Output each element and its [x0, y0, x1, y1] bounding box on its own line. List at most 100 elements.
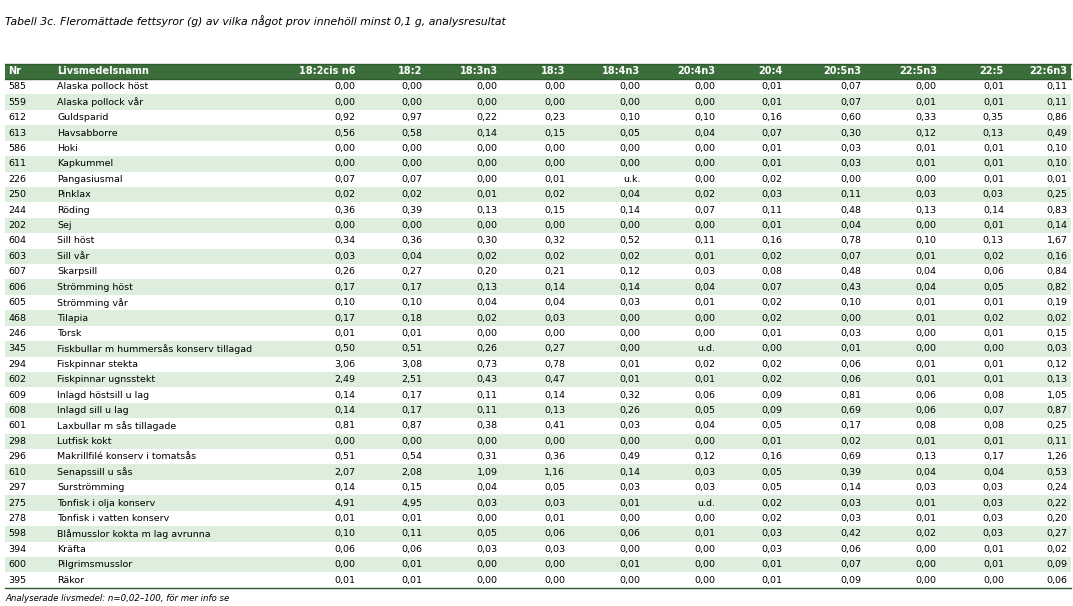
Bar [54, 449, 280, 464]
Bar [785, 387, 865, 403]
Bar [280, 387, 358, 403]
Text: 0,06: 0,06 [915, 391, 937, 399]
Text: 0,17: 0,17 [401, 391, 423, 399]
Bar [5, 95, 1071, 110]
Bar [644, 526, 719, 542]
Bar [426, 449, 501, 464]
Bar [5, 125, 1071, 141]
Bar [54, 279, 280, 295]
Bar [865, 95, 940, 110]
Text: 0,03: 0,03 [762, 530, 782, 538]
Text: 0,02: 0,02 [401, 190, 423, 199]
Bar [1008, 356, 1071, 372]
Text: 0,04: 0,04 [544, 298, 565, 307]
Text: 0,69: 0,69 [840, 406, 862, 415]
Bar [1008, 279, 1071, 295]
Text: 0,01: 0,01 [915, 499, 937, 507]
Text: 0,02: 0,02 [915, 530, 937, 538]
Text: 0,01: 0,01 [476, 190, 498, 199]
Bar [719, 264, 785, 279]
Bar [358, 233, 426, 248]
Text: 0,11: 0,11 [694, 236, 716, 245]
Text: 0,03: 0,03 [983, 514, 1004, 523]
Text: Senapssill u sås: Senapssill u sås [57, 467, 133, 477]
Text: 0,30: 0,30 [476, 236, 498, 245]
Bar [1008, 526, 1071, 542]
Bar [5, 372, 54, 387]
Text: 0,25: 0,25 [1046, 190, 1068, 199]
Text: 0,03: 0,03 [544, 499, 565, 507]
Text: 0,14: 0,14 [544, 391, 565, 399]
Bar [5, 279, 1071, 295]
Bar [865, 387, 940, 403]
Bar [569, 449, 644, 464]
Bar [501, 110, 569, 125]
Text: 0,00: 0,00 [401, 82, 423, 92]
Bar [865, 573, 940, 588]
Text: 0,47: 0,47 [544, 375, 565, 384]
Bar [5, 480, 54, 495]
Text: 0,01: 0,01 [762, 159, 782, 168]
Text: 0,38: 0,38 [476, 421, 498, 430]
Bar [54, 526, 280, 542]
Bar [5, 464, 54, 480]
Text: 0,10: 0,10 [1046, 144, 1068, 153]
Bar [358, 573, 426, 588]
Bar [5, 542, 1071, 557]
Text: 0,20: 0,20 [1046, 514, 1068, 523]
Text: 0,81: 0,81 [335, 421, 355, 430]
Bar [785, 79, 865, 95]
Bar [865, 79, 940, 95]
Bar [644, 325, 719, 341]
Text: 0,00: 0,00 [983, 344, 1004, 353]
Text: 0,02: 0,02 [694, 360, 716, 369]
Bar [501, 187, 569, 202]
Text: 0,16: 0,16 [762, 452, 782, 461]
Text: 0,00: 0,00 [544, 560, 565, 569]
Bar [940, 403, 1008, 418]
Text: Tabell 3c. Fleromättade fettsyror (g) av vilka något prov innehöll minst 0,1 g, : Tabell 3c. Fleromättade fettsyror (g) av… [5, 15, 506, 27]
Bar [5, 418, 54, 434]
Text: 0,01: 0,01 [840, 344, 862, 353]
Bar [280, 295, 358, 310]
Bar [5, 141, 54, 156]
Bar [426, 557, 501, 573]
Text: 0,00: 0,00 [476, 576, 498, 585]
Bar [5, 248, 54, 264]
Text: 468: 468 [9, 313, 27, 322]
Bar [719, 218, 785, 233]
Text: 0,00: 0,00 [840, 313, 862, 322]
Bar [426, 480, 501, 495]
Text: 0,00: 0,00 [476, 98, 498, 107]
Bar [569, 573, 644, 588]
Bar [426, 325, 501, 341]
Bar [644, 279, 719, 295]
Text: 0,42: 0,42 [840, 530, 862, 538]
Text: u.d.: u.d. [697, 344, 716, 353]
Bar [644, 511, 719, 526]
Bar [280, 125, 358, 141]
Bar [719, 295, 785, 310]
Bar [280, 526, 358, 542]
Bar [644, 64, 719, 79]
Text: 4,95: 4,95 [401, 499, 423, 507]
Bar [5, 202, 1071, 218]
Text: 0,05: 0,05 [762, 468, 782, 477]
Text: Laxbullar m sås tillagade: Laxbullar m sås tillagade [57, 421, 176, 431]
Text: Pinklax: Pinklax [57, 190, 91, 199]
Bar [426, 464, 501, 480]
Text: Fiskpinnar stekta: Fiskpinnar stekta [57, 360, 138, 369]
Bar [54, 218, 280, 233]
Bar [358, 141, 426, 156]
Text: 0,18: 0,18 [401, 313, 423, 322]
Text: 0,00: 0,00 [476, 82, 498, 92]
Bar [785, 480, 865, 495]
Text: 0,00: 0,00 [915, 560, 937, 569]
Text: 0,03: 0,03 [840, 499, 862, 507]
Bar [785, 418, 865, 434]
Bar [426, 372, 501, 387]
Bar [54, 573, 280, 588]
Bar [865, 64, 940, 79]
Text: 0,00: 0,00 [476, 329, 498, 338]
Bar [5, 295, 54, 310]
